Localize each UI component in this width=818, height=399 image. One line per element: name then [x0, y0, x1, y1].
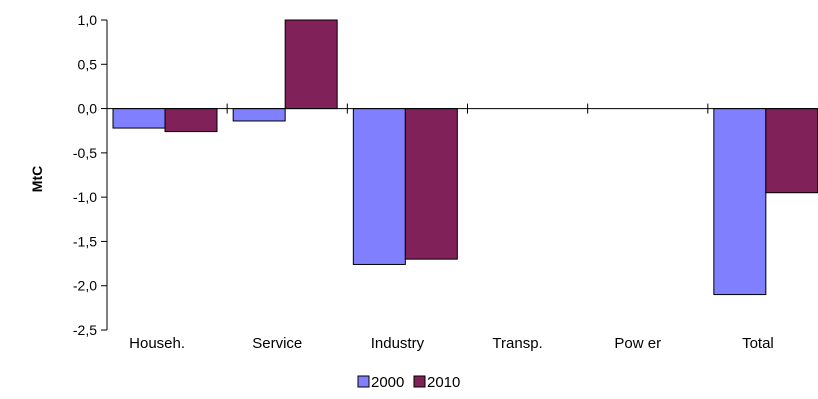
- bar-series: [112, 19, 818, 296]
- y-tick-label: 0,5: [78, 56, 98, 72]
- category-label: Transp.: [492, 335, 542, 352]
- y-tick-label: 0,0: [78, 101, 98, 117]
- x-axis: [107, 103, 818, 114]
- legend-label: 2010: [427, 374, 460, 391]
- bar-2000-1: [232, 108, 286, 122]
- bar-2000-5: [713, 108, 767, 296]
- y-tick-label: 1,0: [78, 12, 98, 28]
- category-label: Total: [742, 335, 774, 352]
- category-label: Househ.: [129, 335, 185, 352]
- legend: 2000 2010: [357, 374, 460, 391]
- bar-2000-0: [112, 108, 166, 129]
- legend-label: 2000: [371, 374, 404, 391]
- category-label: Industry: [371, 335, 425, 352]
- bar-2010-5: [765, 108, 818, 194]
- y-axis-title: MtC: [29, 166, 45, 192]
- y-axis: 1,0 0,5 0,0 -0,5 -1,0 -1,5 -2,0 -2,5: [73, 12, 108, 338]
- bar-2010-1: [284, 19, 338, 110]
- category-labels: Househ. Service Industry Transp. Pow er Total: [129, 335, 774, 352]
- bar-2010-0: [164, 108, 218, 133]
- y-tick-label: -1,0: [73, 189, 97, 205]
- legend-swatch-2010: [413, 375, 426, 388]
- category-label: Service: [252, 335, 302, 352]
- legend-swatch-2000: [357, 375, 370, 388]
- y-tick-label: -2,5: [73, 322, 97, 338]
- bar-2010-2: [404, 108, 458, 260]
- category-label: Pow er: [614, 335, 661, 352]
- y-tick-label: -0,5: [73, 145, 97, 161]
- y-tick-label: -2,0: [73, 278, 97, 294]
- bar-2000-2: [352, 108, 406, 265]
- y-tick-label: -1,5: [73, 233, 97, 249]
